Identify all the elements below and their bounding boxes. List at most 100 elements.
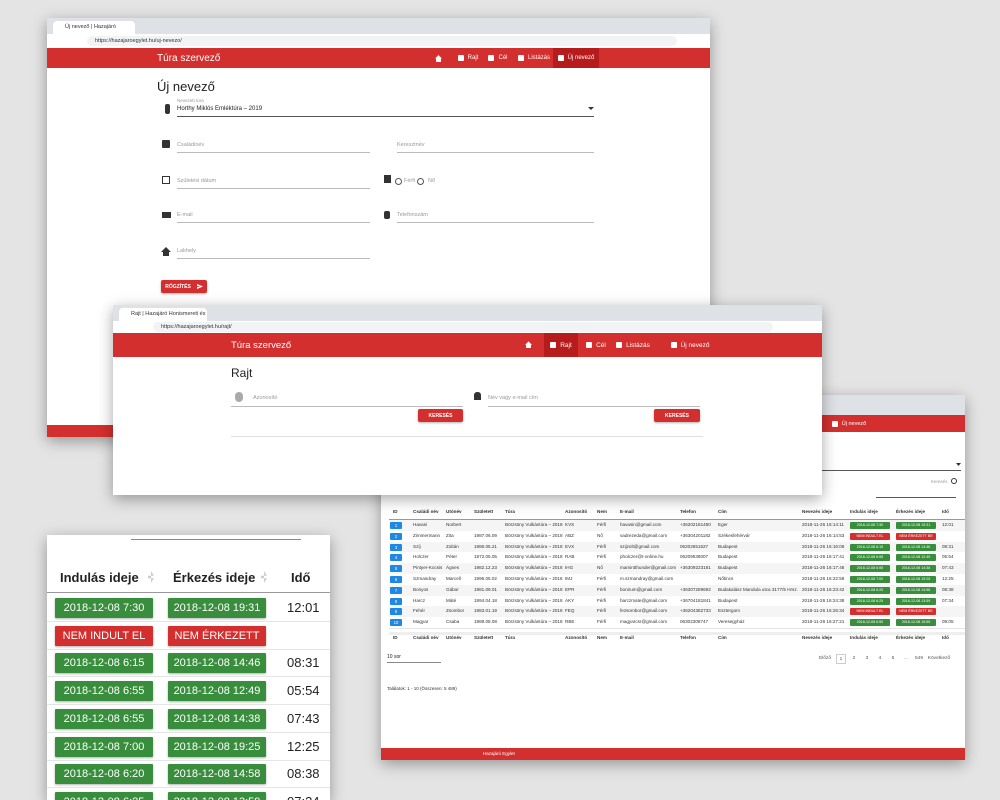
column-header[interactable]: Született [474, 509, 494, 514]
radio[interactable] [395, 178, 402, 185]
nav-item[interactable]: Rajt [455, 48, 481, 68]
column-header[interactable]: E-mail [620, 509, 634, 514]
nav-item[interactable]: Cél [487, 48, 509, 68]
page-size-select[interactable]: 10 sor [387, 654, 441, 663]
page-link[interactable]: 2 [852, 656, 856, 661]
nav-item[interactable]: Rajt [544, 333, 578, 357]
gender-icon [384, 175, 391, 183]
search-placeholder[interactable]: Keresés [931, 479, 948, 484]
cell-text: Harcz [413, 597, 425, 603]
cell-text: Nő [597, 565, 603, 571]
cell-text: 1994.04.18 [474, 597, 497, 603]
button-label: KERESÉS [428, 412, 453, 419]
id-badge[interactable]: 8 [390, 597, 402, 605]
id-badge[interactable]: 7 [390, 586, 402, 594]
nav-item[interactable]: Cél [584, 333, 608, 357]
column-header[interactable]: Cím [718, 509, 727, 514]
cell-text: Börzsöny Vulkántúra – 2018 [505, 522, 563, 527]
column-header: Született [474, 635, 494, 640]
cell-text: 1982.12.23 [474, 565, 497, 571]
column-header: Nem [597, 635, 607, 640]
input-placeholder[interactable]: E-mail [177, 212, 193, 218]
nav-item[interactable]: Listázás [613, 333, 653, 357]
save-button[interactable]: RÖGZÍTÉS [161, 280, 207, 293]
input-placeholder[interactable]: Azonosító [253, 395, 278, 401]
id-badge[interactable]: 5 [390, 565, 402, 573]
status-badge: 2018-12-08 13:59 [896, 597, 936, 605]
column-header[interactable]: Családi név [413, 509, 439, 514]
id-badge[interactable]: 3 [390, 543, 402, 551]
brand[interactable]: Túra szervező [231, 340, 292, 351]
id-badge[interactable]: 1 [390, 522, 402, 529]
column-header[interactable]: ID [393, 509, 398, 514]
cell-text: Bonyos [413, 586, 429, 592]
id-badge[interactable]: 9 [390, 608, 402, 616]
input-placeholder[interactable]: Lakhely [177, 248, 196, 254]
tab[interactable]: Új nevező | Hazajáró Honisme... [53, 21, 135, 34]
status-badge: 2018-12-08 19:31 [168, 598, 266, 618]
column-header[interactable]: Nem [597, 509, 607, 514]
input-placeholder[interactable]: Keresztnév [397, 142, 425, 148]
cell-text: Férfi [597, 586, 607, 592]
cell-text: 2018-11-26 16:14:53 [802, 532, 845, 538]
cell-text: Börzsöny Vulkántúra – 2018 [505, 619, 563, 625]
nav-label: Listázás [626, 341, 650, 349]
column-header[interactable]: Idő [291, 570, 311, 585]
radio[interactable] [417, 178, 424, 185]
cell-text: 1983.01.19 [474, 608, 497, 614]
url[interactable]: https://hazajaroegylet.hu/uj-nevezo/ [87, 36, 677, 46]
column-header: Azonosító [565, 635, 588, 640]
column-header[interactable]: Nevezés ideje [802, 509, 833, 514]
tab[interactable]: Rajt | Hazajáró Honismereti és T... [119, 308, 207, 321]
column-header[interactable]: Idő [942, 509, 949, 514]
column-header[interactable]: Azonosító [565, 509, 588, 514]
search-button[interactable]: KERESÉS [418, 409, 463, 422]
page-link[interactable]: 5 [891, 656, 895, 661]
status-badge: 2018-12-08 7:30 [850, 522, 890, 529]
nav-item[interactable]: Új nevező [553, 48, 599, 68]
input-placeholder[interactable]: Név vagy e-mail cím [488, 395, 538, 401]
column-header[interactable]: Indulás ideje [850, 509, 878, 514]
cell-text: Zimmermann [413, 532, 441, 538]
column-header[interactable]: Túra [505, 509, 515, 514]
nav-item[interactable]: Listázás [517, 48, 551, 68]
cell-text: EPR [565, 586, 575, 592]
search-button[interactable]: KERESÉS [654, 409, 700, 422]
id-badge[interactable]: 2 [390, 532, 402, 540]
cell-text: 2018-11-26 16:17:46 [802, 565, 845, 571]
id-badge[interactable]: 4 [390, 554, 402, 562]
input-placeholder[interactable]: Telefonszám [397, 212, 428, 218]
page-link[interactable]: Következő [927, 656, 951, 661]
status-badge: 2018-12-08 14:58 [896, 586, 936, 594]
cell-text: szijzolt@gmail.com [620, 543, 660, 549]
nav-item[interactable]: Új nevező [829, 415, 869, 432]
tab-bar: Rajt | Hazajáró Honismereti és T... [113, 305, 822, 321]
nav-item[interactable]: Új nevező [667, 333, 713, 357]
column-header[interactable]: Telefon [680, 509, 696, 514]
radio-label[interactable]: Nő [428, 178, 436, 184]
page-link[interactable]: 1 [836, 654, 846, 664]
radio-label[interactable]: Férfi [404, 178, 415, 184]
url[interactable]: https://hazajaroegylet.hu/rajt/ [153, 322, 773, 332]
column-header[interactable]: Érkezés ideje [896, 509, 926, 514]
row-rule [47, 621, 330, 622]
page-link[interactable]: 3 [865, 656, 869, 661]
cell-text: Budakalász Mandula utca 3177/5 Hrsz. [718, 586, 798, 592]
input-placeholder[interactable]: Születési dátum [177, 178, 217, 184]
id-badge[interactable]: 6 [390, 576, 402, 583]
column-header[interactable]: Utónév [446, 509, 462, 514]
brand[interactable]: Túra szervező [157, 53, 221, 64]
cell-text: Férfi [597, 608, 607, 614]
column-header[interactable]: Indulás ideje [60, 570, 139, 585]
input-placeholder[interactable]: Családinév [177, 142, 205, 148]
id-badge[interactable]: 10 [390, 619, 402, 627]
page-link[interactable]: ... [904, 656, 908, 661]
select-value[interactable]: Horthy Miklós Emléktúra – 2019 [177, 106, 263, 112]
page-link[interactable]: 4 [878, 656, 882, 661]
page-link[interactable]: Előző [819, 656, 831, 661]
underline [876, 497, 956, 498]
column-header[interactable]: Érkezés ideje [173, 570, 256, 585]
cell-text: Zita [446, 532, 454, 538]
page-link[interactable]: 549 [914, 656, 923, 661]
cell-text: 1981.09.01 [474, 586, 497, 592]
